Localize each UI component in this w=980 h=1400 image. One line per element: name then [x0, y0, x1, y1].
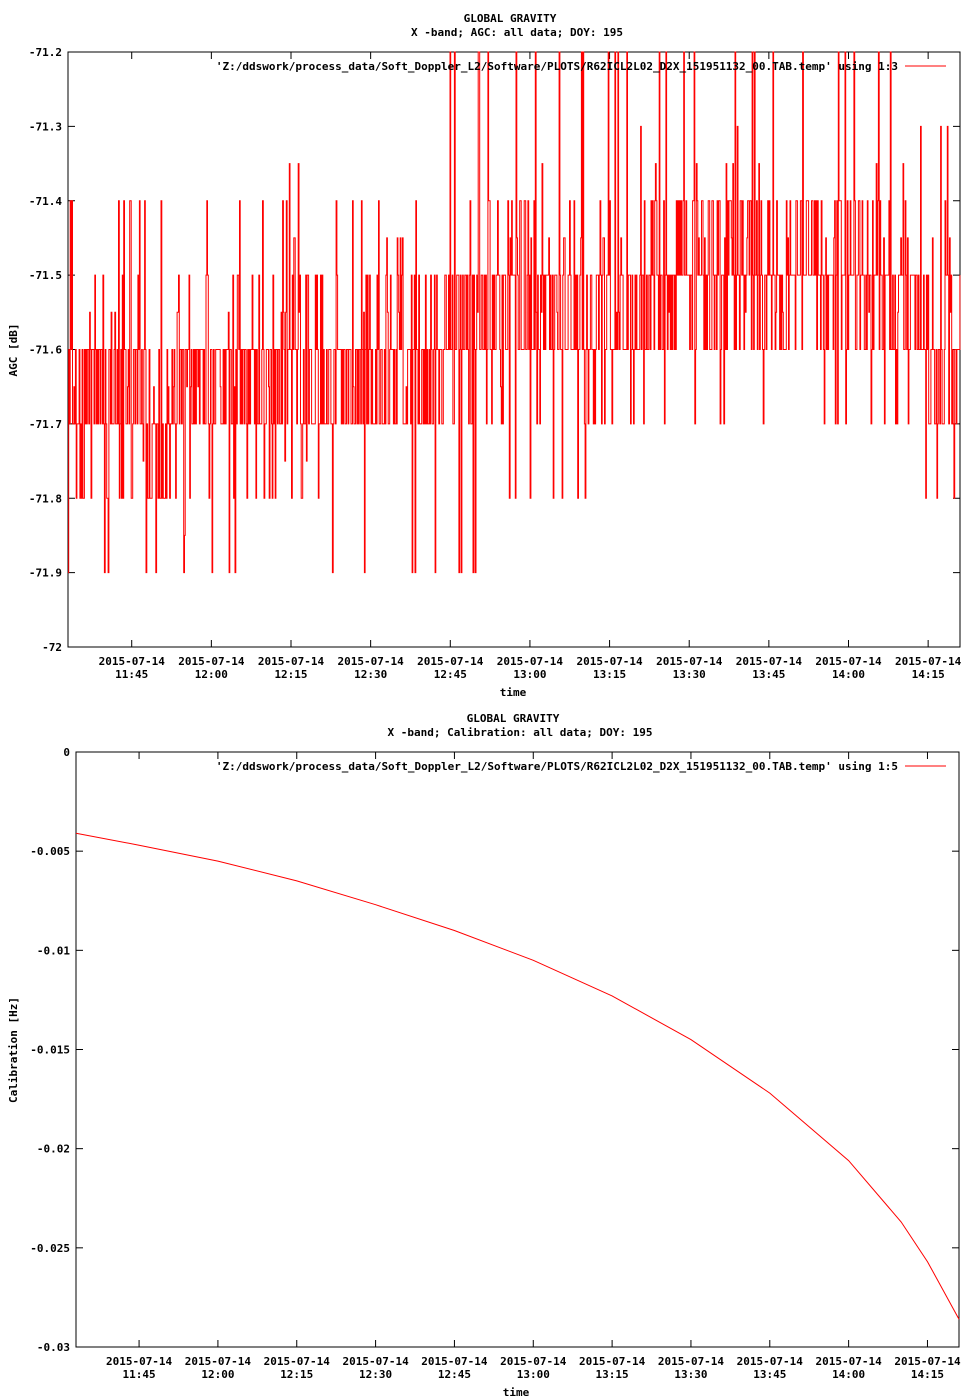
y-tick-label: -71.7	[29, 418, 62, 431]
y-axis-label: AGC [dB]	[7, 324, 20, 377]
x-tick-label-date: 2015-07-14	[178, 655, 245, 668]
y-tick-label: -71.6	[29, 344, 62, 357]
chart-subtitle: X -band; Calibration: all data; DOY: 195	[388, 726, 653, 739]
y-tick-label: -0.02	[37, 1143, 70, 1156]
legend-label: 'Z:/ddswork/process_data/Soft_Doppler_L2…	[216, 60, 898, 73]
tick-group: -71.2 -71.3 -71.4 -71.5 -71.6 -71.7 -71.8 -71.9…	[29, 46, 962, 681]
x-tick-label-date: 2015-07-14	[895, 655, 962, 668]
chart-subtitle: X -band; AGC: all data; DOY: 195	[411, 26, 623, 39]
x-tick-label-time: 12:15	[274, 668, 307, 681]
x-tick-label-time: 13:30	[673, 668, 706, 681]
y-tick-label: -72	[42, 641, 62, 654]
x-tick-label-time: 12:30	[359, 1368, 392, 1381]
x-tick-label-date: 2015-07-14	[656, 655, 723, 668]
x-tick-label-time: 12:30	[354, 668, 387, 681]
series-group	[68, 51, 961, 574]
x-tick-label-time: 14:15	[911, 1368, 944, 1381]
plot-frame	[75, 751, 960, 1348]
agc-chart: GLOBAL GRAVITY X -band; AGC: all data; D…	[7, 12, 962, 699]
x-tick-label-date: 2015-07-14	[185, 1355, 252, 1368]
x-tick-label-date: 2015-07-14	[816, 1355, 883, 1368]
x-tick-label-time: 12:15	[280, 1368, 313, 1381]
y-tick-label: -71.8	[29, 492, 62, 505]
y-tick-label: -71.2	[29, 46, 62, 59]
x-tick-label-date: 2015-07-14	[736, 655, 803, 668]
x-tick-label-time: 13:45	[753, 1368, 786, 1381]
x-tick-label-time: 13:15	[593, 668, 626, 681]
x-tick-label-date: 2015-07-14	[338, 655, 405, 668]
x-tick-label-time: 14:15	[912, 668, 945, 681]
series-line	[68, 51, 961, 574]
x-tick-label-time: 14:00	[832, 668, 865, 681]
x-tick-label-time: 12:00	[201, 1368, 234, 1381]
x-tick-label-date: 2015-07-14	[737, 1355, 804, 1368]
y-tick-label: -0.015	[30, 1044, 70, 1057]
x-tick-label-date: 2015-07-14	[99, 655, 166, 668]
calibration-chart: GLOBAL GRAVITY X -band; Calibration: all…	[7, 712, 961, 1399]
x-tick-label-date: 2015-07-14	[576, 655, 643, 668]
x-tick-label-time: 13:15	[596, 1368, 629, 1381]
x-tick-label-date: 2015-07-14	[500, 1355, 567, 1368]
x-tick-label-date: 2015-07-14	[421, 1355, 488, 1368]
x-tick-label-date: 2015-07-14	[579, 1355, 646, 1368]
chart-title: GLOBAL GRAVITY	[467, 712, 560, 725]
y-tick-label: -71.5	[29, 269, 62, 282]
chart-title: GLOBAL GRAVITY	[464, 12, 557, 25]
series-line	[75, 832, 960, 1320]
y-tick-label: 0	[63, 746, 70, 759]
x-tick-label-time: 13:30	[674, 1368, 707, 1381]
x-tick-label-time: 12:45	[438, 1368, 471, 1381]
x-tick-label-date: 2015-07-14	[658, 1355, 725, 1368]
x-tick-label-time: 11:45	[115, 668, 148, 681]
y-tick-label: -0.01	[37, 944, 70, 957]
tick-group: 0 -0.005 -0.01 -0.015 -0.02 -0.025 -0.03 2015-0…	[30, 746, 961, 1381]
x-tick-label-time: 12:45	[434, 668, 467, 681]
x-tick-label-date: 2015-07-14	[258, 655, 325, 668]
x-axis-label: time	[500, 686, 527, 699]
x-tick-label-time: 13:00	[513, 668, 546, 681]
x-tick-label-date: 2015-07-14	[815, 655, 882, 668]
x-tick-label-date: 2015-07-14	[497, 655, 564, 668]
x-tick-label-date: 2015-07-14	[106, 1355, 173, 1368]
x-tick-label-date: 2015-07-14	[342, 1355, 409, 1368]
x-tick-label-time: 13:00	[517, 1368, 550, 1381]
y-tick-label: -0.005	[30, 845, 70, 858]
x-tick-label-time: 14:00	[832, 1368, 865, 1381]
x-tick-label-time: 12:00	[195, 668, 228, 681]
x-tick-label-time: 11:45	[123, 1368, 156, 1381]
legend-label: 'Z:/ddswork/process_data/Soft_Doppler_L2…	[216, 760, 898, 773]
y-tick-label: -0.03	[37, 1341, 70, 1354]
x-tick-label-time: 13:45	[752, 668, 785, 681]
y-tick-label: -71.3	[29, 120, 62, 133]
y-axis-label: Calibration [Hz]	[7, 997, 20, 1103]
y-tick-label: -71.4	[29, 195, 62, 208]
x-tick-label-date: 2015-07-14	[264, 1355, 331, 1368]
series-group	[75, 832, 960, 1320]
y-tick-label: -0.025	[30, 1242, 70, 1255]
y-tick-label: -71.9	[29, 567, 62, 580]
x-tick-label-date: 2015-07-14	[894, 1355, 961, 1368]
x-axis-label: time	[503, 1386, 530, 1399]
x-tick-label-date: 2015-07-14	[417, 655, 484, 668]
